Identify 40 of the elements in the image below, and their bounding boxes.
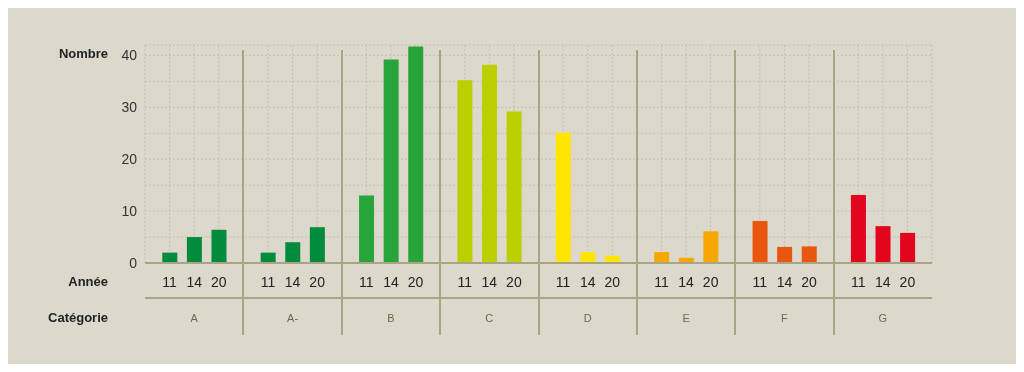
x-tick-label: 20: [210, 273, 227, 290]
x-tick-label: 14: [481, 273, 498, 290]
x-tick-label: 11: [162, 273, 178, 290]
x-tick-label: 14: [678, 273, 695, 290]
y-tick-label: 10: [121, 203, 138, 220]
text: A-: [286, 312, 300, 324]
text: B: [386, 312, 396, 324]
text: F: [780, 312, 789, 324]
x-tick-label: 11: [752, 273, 768, 290]
x-tick-label: 20: [309, 273, 326, 290]
x-tick-label: 11: [457, 273, 473, 290]
x-axis-title: Année: [67, 274, 108, 289]
text: Catégorie: [47, 310, 108, 325]
text: E: [681, 312, 691, 324]
x-tick-label: 11: [260, 273, 276, 290]
y-tick-label: 0: [129, 254, 138, 271]
y-axis-title: Nombre: [57, 46, 108, 61]
y-tick-label: 20: [121, 151, 138, 168]
x-tick-label: 14: [776, 273, 793, 290]
y-tick-label: 30: [121, 99, 138, 116]
x-tick-label: 14: [579, 273, 596, 290]
x-tick-label: 14: [383, 273, 399, 290]
x-tick-label: 20: [407, 273, 424, 290]
x-tick-label: 20: [506, 273, 522, 290]
x-tick-label: 11: [654, 273, 669, 290]
x-tick-label: 11: [850, 273, 866, 290]
x-tick-label: 14: [284, 273, 301, 290]
text: C: [484, 312, 495, 324]
x-tick-label: 20: [604, 273, 621, 290]
text: A: [189, 312, 199, 324]
x-tick-label: 11: [555, 273, 571, 290]
text: D: [582, 312, 593, 324]
text: G: [877, 312, 889, 324]
y-tick-label: 40: [121, 47, 138, 64]
x-tick-label: 20: [899, 273, 916, 290]
x-tick-label: 14: [186, 273, 203, 290]
x-tick-label: 11: [359, 273, 374, 290]
x-tick-label: 20: [801, 273, 818, 290]
x-tick-label: 14: [875, 273, 891, 290]
x-tick-label: 20: [702, 273, 719, 290]
